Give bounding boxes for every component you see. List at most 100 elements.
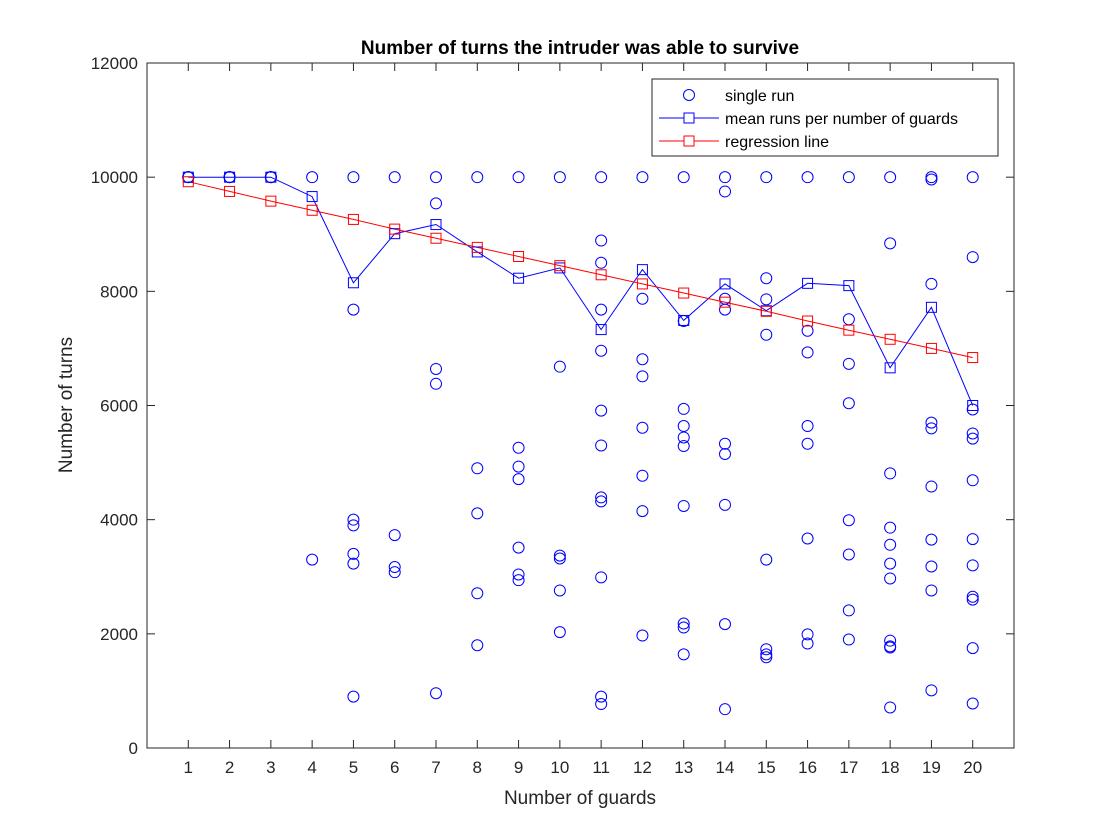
single-run-point xyxy=(966,697,979,710)
single-run-point xyxy=(430,197,442,210)
regression-point xyxy=(595,269,607,281)
single-run-point xyxy=(925,584,938,597)
single-run-point xyxy=(966,590,979,603)
y-tick-label: 10000 xyxy=(91,168,138,187)
single-run-point xyxy=(512,441,525,454)
single-run-point xyxy=(595,571,608,584)
single-run-point xyxy=(595,344,608,357)
single-run-point xyxy=(842,548,855,561)
single-run-point xyxy=(925,684,938,697)
single-run-point xyxy=(801,171,814,184)
mean-point xyxy=(678,314,690,326)
chart-marks xyxy=(182,171,979,716)
x-tick-label: 3 xyxy=(266,758,275,777)
single-run-point xyxy=(842,357,855,370)
single-run-point xyxy=(884,538,897,551)
regression-point xyxy=(925,342,937,354)
y-tick-label: 8000 xyxy=(100,282,138,301)
x-tick-label: 10 xyxy=(550,758,569,777)
single-run-point xyxy=(842,604,855,617)
single-run-point xyxy=(595,495,608,508)
single-run-point xyxy=(471,587,484,600)
single-run-point xyxy=(925,422,938,435)
single-run-point xyxy=(553,171,566,184)
legend-marker-mean xyxy=(683,112,695,124)
single-run-point xyxy=(801,324,814,337)
mean-point xyxy=(306,191,318,203)
x-tick-label: 16 xyxy=(798,758,817,777)
single-run-point xyxy=(636,292,649,305)
regression-point xyxy=(182,176,194,188)
regression-point xyxy=(306,204,318,216)
single-run-point xyxy=(430,171,442,184)
single-run-point xyxy=(760,643,773,656)
y-tick-label: 6000 xyxy=(100,397,138,416)
single-run-point xyxy=(760,648,773,661)
single-run-point xyxy=(884,701,897,714)
single-run-point xyxy=(801,532,814,545)
single-run-point xyxy=(760,328,773,341)
x-tick-label: 8 xyxy=(473,758,482,777)
single-run-point xyxy=(925,173,938,186)
y-tick-label: 0 xyxy=(129,739,138,758)
plot-area xyxy=(146,62,1015,749)
single-run-point xyxy=(306,171,319,184)
y-tick-label: 2000 xyxy=(100,625,138,644)
mean-point xyxy=(595,324,607,336)
single-run-point xyxy=(719,448,731,461)
mean-point xyxy=(967,400,979,411)
x-tick-label: 12 xyxy=(633,758,652,777)
chart-title: Number of turns the intruder was able to… xyxy=(361,38,799,59)
single-run-point xyxy=(636,421,649,434)
x-tick-label: 9 xyxy=(514,758,523,777)
x-tick-label: 14 xyxy=(716,758,735,777)
legend-marker-single-run xyxy=(683,89,695,101)
single-run-point xyxy=(884,557,897,570)
x-tick-label: 2 xyxy=(225,758,234,777)
single-run-point xyxy=(801,346,814,359)
x-tick-label: 11 xyxy=(592,758,610,777)
single-run-point xyxy=(884,572,897,585)
plot-frame xyxy=(146,62,1015,749)
x-tick-label: 5 xyxy=(349,758,358,777)
single-run-point xyxy=(677,440,690,453)
single-run-point xyxy=(636,629,649,642)
legend-label-regression: regression line xyxy=(725,134,829,151)
x-axis-title: Number of guards xyxy=(504,788,656,809)
single-run-point xyxy=(677,402,690,415)
y-tick-label: 12000 xyxy=(91,54,138,73)
regression-point xyxy=(471,241,483,253)
single-run-point xyxy=(925,277,938,290)
single-run-point xyxy=(347,557,360,570)
single-run-point xyxy=(388,171,401,184)
single-run-point xyxy=(553,549,566,562)
single-run-point xyxy=(719,618,731,631)
y-tick-label: 4000 xyxy=(100,511,138,530)
single-run-point xyxy=(760,651,773,664)
single-run-point xyxy=(595,171,608,184)
single-run-point xyxy=(636,171,649,184)
legend-marker-regression xyxy=(683,135,695,147)
single-run-point xyxy=(966,593,979,606)
single-run-point xyxy=(306,553,319,566)
regression-point xyxy=(967,352,979,364)
single-run-point xyxy=(512,541,525,554)
single-run-point xyxy=(553,552,566,565)
mean-point xyxy=(884,362,896,374)
regression-point xyxy=(678,287,690,299)
single-run-point xyxy=(636,370,649,383)
y-axis-title: Number of turns xyxy=(56,337,77,473)
single-run-point xyxy=(595,404,608,417)
single-run-point xyxy=(512,574,525,587)
axes: 1 2 3 4 5 6 7 8 9 10 11 12 13 14 15 16 17 18 19 20020004000… xyxy=(91,54,1014,777)
single-run-point xyxy=(595,234,608,247)
single-run-point xyxy=(595,690,608,703)
mean-point xyxy=(265,171,277,183)
single-run-point xyxy=(760,553,773,566)
single-run-point xyxy=(677,621,690,634)
single-run-point xyxy=(512,171,525,184)
single-run-point xyxy=(636,353,649,366)
single-run-point xyxy=(925,560,938,573)
single-run-point xyxy=(884,171,897,184)
single-run-point xyxy=(430,687,442,700)
